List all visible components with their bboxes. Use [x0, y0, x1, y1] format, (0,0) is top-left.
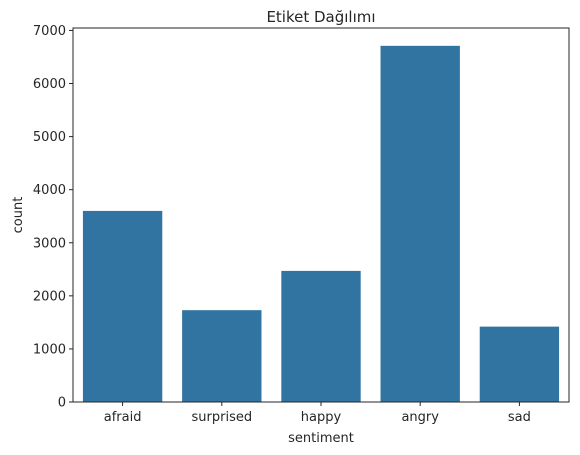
- y-tick-label: 0: [58, 396, 66, 411]
- bar-happy: [281, 270, 361, 402]
- bar-afraid: [82, 210, 163, 402]
- y-tick-label: 3000: [33, 236, 66, 251]
- chart-title: Etiket Dağılımı: [266, 8, 375, 26]
- x-tick-label-surprised: surprised: [192, 410, 253, 425]
- y-tick-label: 6000: [33, 77, 66, 92]
- x-axis-label: sentiment: [288, 431, 354, 446]
- y-axis-label: count: [11, 197, 26, 234]
- x-tick-label-afraid: afraid: [104, 410, 142, 425]
- x-axis: afraid surprised happy angry sad: [104, 402, 531, 425]
- plot-frame: [72, 27, 570, 403]
- bar-sad: [479, 326, 560, 402]
- y-tick-label: 7000: [33, 24, 66, 39]
- y-tick-label: 2000: [33, 289, 66, 304]
- y-tick-label: 4000: [33, 183, 66, 198]
- x-tick-label-sad: sad: [508, 410, 531, 425]
- y-axis: 0 1000 2000 3000 4000 5000 6000 7000: [33, 24, 73, 411]
- bar-surprised: [182, 310, 262, 402]
- x-tick-label-angry: angry: [401, 410, 439, 425]
- y-tick-label: 1000: [33, 342, 66, 357]
- bar-angry: [380, 45, 460, 402]
- bars-group: [82, 45, 560, 402]
- x-tick-label-happy: happy: [301, 410, 342, 425]
- y-tick-label: 5000: [33, 130, 66, 145]
